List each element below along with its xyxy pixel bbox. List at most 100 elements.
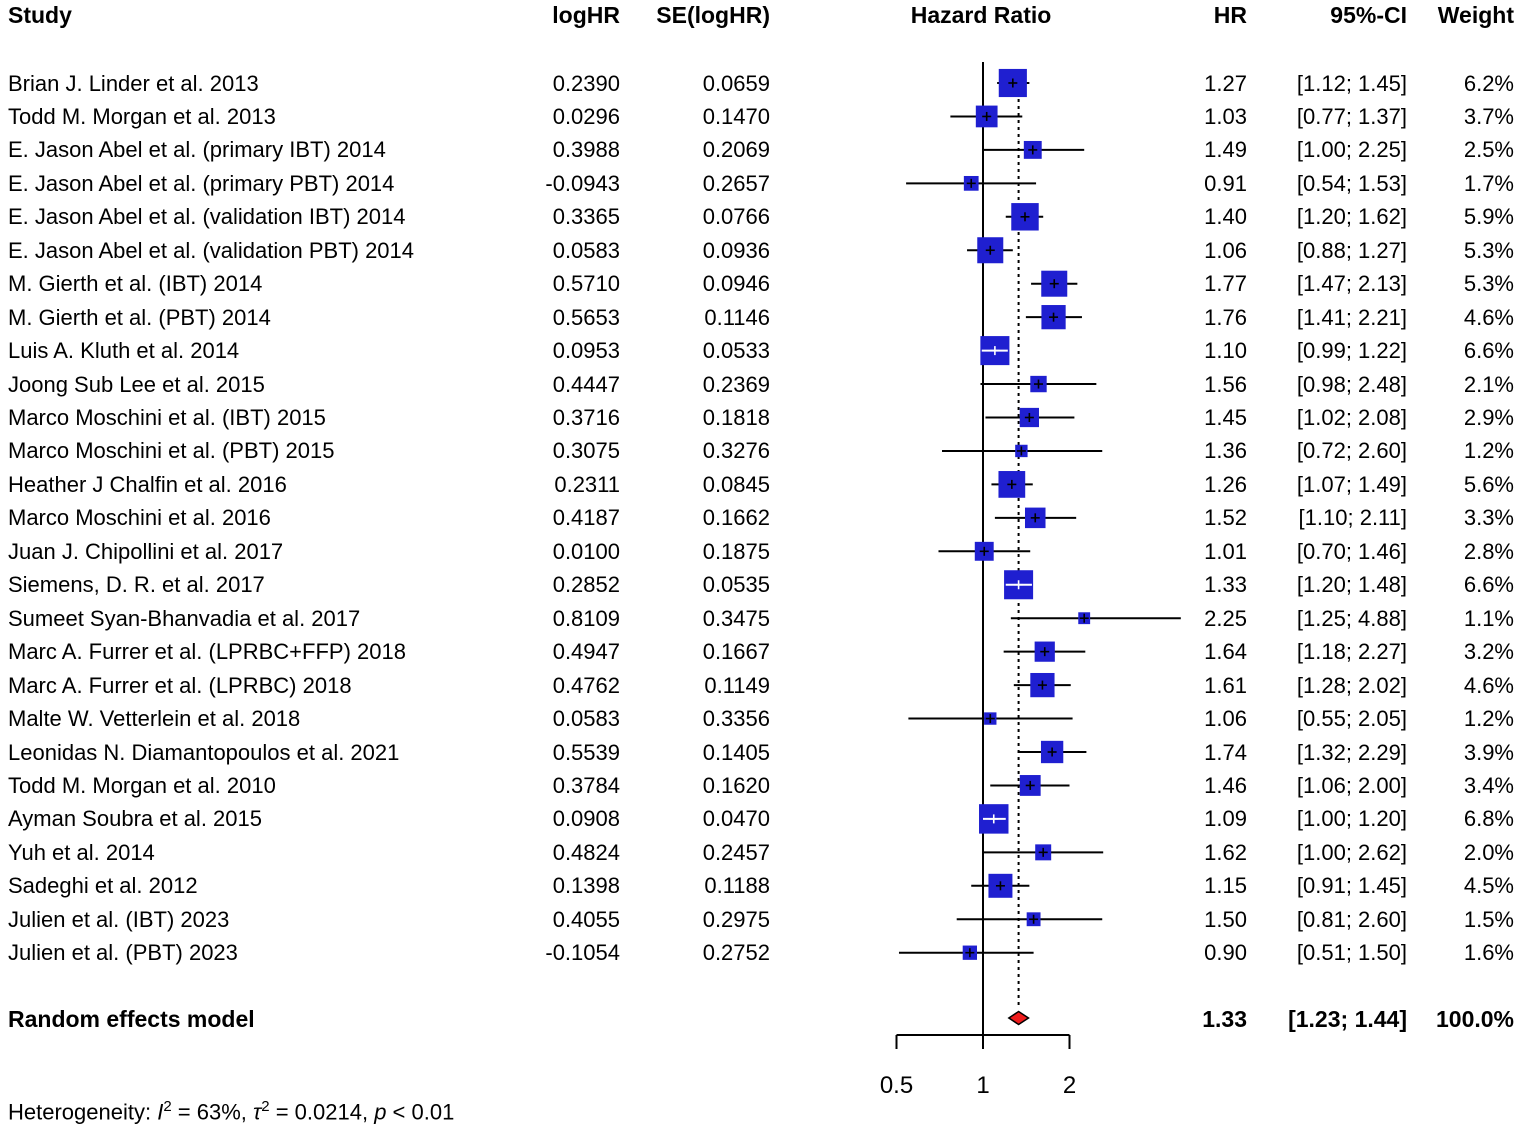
hr-value: 1.27 bbox=[1204, 70, 1247, 96]
weight-value: 5.3% bbox=[1463, 271, 1514, 297]
weight-value: 6.2% bbox=[1463, 70, 1514, 96]
weight-value: 1.2% bbox=[1463, 438, 1514, 464]
se-value: 0.1149 bbox=[704, 672, 770, 698]
ci-value: [0.77; 1.37] bbox=[1296, 103, 1407, 129]
loghr-value: 0.1398 bbox=[552, 873, 620, 899]
se-value: 0.0533 bbox=[702, 338, 770, 364]
column-header-weight: Weight bbox=[1437, 2, 1514, 28]
loghr-value: 0.0296 bbox=[552, 103, 620, 129]
study-name: Marco Moschini et al. 2016 bbox=[8, 505, 271, 531]
footer-text: τ bbox=[253, 1099, 262, 1125]
ci-value: [0.81; 2.60] bbox=[1296, 906, 1407, 932]
hr-value: 1.03 bbox=[1204, 103, 1247, 129]
se-value: 0.1667 bbox=[702, 639, 770, 665]
study-name: Ayman Soubra et al. 2015 bbox=[8, 806, 262, 832]
summary-ci: [1.23; 1.44] bbox=[1288, 1006, 1407, 1032]
hr-value: 1.62 bbox=[1204, 839, 1247, 865]
ci-value: [0.91; 1.45] bbox=[1296, 873, 1407, 899]
se-value: 0.1818 bbox=[702, 405, 770, 430]
ci-value: [1.00; 2.25] bbox=[1296, 137, 1407, 163]
se-value: 0.0535 bbox=[702, 572, 770, 598]
hr-value: 1.77 bbox=[1204, 271, 1247, 297]
weight-value: 4.6% bbox=[1463, 672, 1514, 698]
ci-value: [1.00; 1.20] bbox=[1296, 806, 1407, 832]
loghr-value: 0.5539 bbox=[552, 739, 620, 765]
summary-weight: 100.0% bbox=[1435, 1006, 1514, 1032]
study-row: M. Gierth et al. (IBT) 2014 0.5710 0.0946 1… bbox=[0, 267, 1535, 300]
study-row: Marco Moschini et al. 2016 0.4187 0.1662 1.… bbox=[0, 501, 1535, 534]
study-row: Marc A. Furrer et al. (LPRBC+FFP) 2018 0.… bbox=[0, 635, 1535, 668]
summary-row: Random effects model 1.33 [1.23; 1.44] 1… bbox=[0, 1003, 1535, 1036]
se-value: 0.1620 bbox=[702, 772, 770, 798]
se-value: 0.0659 bbox=[702, 70, 770, 96]
hr-value: 1.49 bbox=[1204, 137, 1247, 163]
loghr-value: 0.4762 bbox=[552, 672, 620, 698]
weight-value: 3.7% bbox=[1463, 103, 1514, 129]
hr-value: 1.06 bbox=[1204, 237, 1247, 263]
hr-value: 1.52 bbox=[1204, 505, 1247, 531]
weight-value: 4.5% bbox=[1463, 873, 1514, 899]
weight-value: 6.6% bbox=[1463, 572, 1514, 598]
loghr-value: 0.0583 bbox=[552, 237, 620, 263]
study-row: Ayman Soubra et al. 2015 0.0908 0.0470 1.09… bbox=[0, 802, 1535, 835]
hr-value: 1.01 bbox=[1204, 538, 1247, 564]
hr-value: 1.26 bbox=[1204, 471, 1247, 497]
hr-value: 1.76 bbox=[1204, 304, 1247, 330]
study-row: Juan J. Chipollini et al. 2017 0.0100 0.18… bbox=[0, 535, 1535, 568]
study-name: Marco Moschini et al. (IBT) 2015 bbox=[8, 405, 326, 430]
hr-value: 1.33 bbox=[1204, 572, 1247, 598]
footer-text: < 0.01 bbox=[386, 1099, 455, 1125]
ci-value: [1.10; 2.11] bbox=[1298, 505, 1407, 531]
ci-value: [0.55; 2.05] bbox=[1296, 706, 1407, 732]
study-row: Joong Sub Lee et al. 2015 0.4447 0.2369 1.5… bbox=[0, 368, 1535, 401]
summary-diamond bbox=[1007, 1010, 1030, 1026]
study-name: Todd M. Morgan et al. 2010 bbox=[8, 772, 276, 798]
ci-value: [1.25; 4.88] bbox=[1296, 605, 1407, 631]
weight-value: 4.6% bbox=[1463, 304, 1514, 330]
footer-text: = 63%, bbox=[171, 1099, 254, 1125]
se-value: 0.0766 bbox=[702, 204, 770, 230]
study-name: Heather J Chalfin et al. 2016 bbox=[8, 471, 287, 497]
loghr-value: 0.2390 bbox=[552, 70, 620, 96]
weight-value: 5.6% bbox=[1463, 471, 1514, 497]
study-row: Marco Moschini et al. (IBT) 2015 0.3716 0.… bbox=[0, 401, 1535, 434]
column-header-loghr: logHR bbox=[552, 2, 620, 28]
footer-superscript: 2 bbox=[261, 1098, 270, 1115]
loghr-value: 0.0583 bbox=[552, 706, 620, 732]
footer-text: Heterogeneity: bbox=[8, 1099, 158, 1125]
study-row: E. Jason Abel et al. (validation PBT) 20… bbox=[0, 234, 1535, 267]
ci-value: [1.41; 2.21] bbox=[1296, 304, 1407, 330]
study-name: Juan J. Chipollini et al. 2017 bbox=[8, 538, 284, 564]
study-row: Siemens, D. R. et al. 2017 0.2852 0.0535 1.… bbox=[0, 568, 1535, 601]
ci-value: [1.20; 1.62] bbox=[1296, 204, 1407, 230]
weight-value: 2.1% bbox=[1463, 371, 1514, 397]
x-axis-tick-label: 2 bbox=[1063, 1072, 1076, 1099]
study-name: Todd M. Morgan et al. 2013 bbox=[8, 103, 276, 129]
loghr-value: 0.5710 bbox=[552, 271, 620, 297]
study-row: Leonidas N. Diamantopoulos et al. 2021 0.… bbox=[0, 736, 1535, 769]
se-value: 0.1188 bbox=[704, 873, 770, 899]
study-row: Julien et al. (PBT) 2023 -0.1054 0.2752 0.9… bbox=[0, 936, 1535, 969]
ci-value: [0.99; 1.22] bbox=[1296, 338, 1407, 364]
weight-value: 1.2% bbox=[1463, 706, 1514, 732]
weight-value: 3.3% bbox=[1463, 505, 1514, 531]
se-value: 0.1470 bbox=[702, 103, 770, 129]
weight-value: 3.4% bbox=[1463, 772, 1514, 798]
se-value: 0.0936 bbox=[702, 237, 770, 263]
study-row: Luis A. Kluth et al. 2014 0.0953 0.0533 1.1… bbox=[0, 334, 1535, 367]
loghr-value: 0.0100 bbox=[552, 538, 620, 564]
hr-value: 0.91 bbox=[1204, 170, 1247, 196]
study-name: Marco Moschini et al. (PBT) 2015 bbox=[8, 438, 335, 464]
loghr-value: 0.4187 bbox=[552, 505, 620, 531]
study-row: E. Jason Abel et al. (primary PBT) 2014 -… bbox=[0, 167, 1535, 200]
study-name: Leonidas N. Diamantopoulos et al. 2021 bbox=[8, 739, 400, 765]
study-row: Sadeghi et al. 2012 0.1398 0.1188 1.15 [0.91… bbox=[0, 869, 1535, 902]
loghr-value: -0.1054 bbox=[545, 940, 620, 966]
summary-label: Random effects model bbox=[8, 1006, 255, 1032]
loghr-value: 0.8109 bbox=[552, 605, 620, 631]
study-name: Malte W. Vetterlein et al. 2018 bbox=[8, 706, 301, 732]
loghr-value: 0.2311 bbox=[554, 471, 620, 497]
study-row: Marc A. Furrer et al. (LPRBC) 2018 0.4762… bbox=[0, 669, 1535, 702]
se-value: 0.2069 bbox=[702, 137, 770, 163]
weight-value: 6.8% bbox=[1463, 806, 1514, 832]
